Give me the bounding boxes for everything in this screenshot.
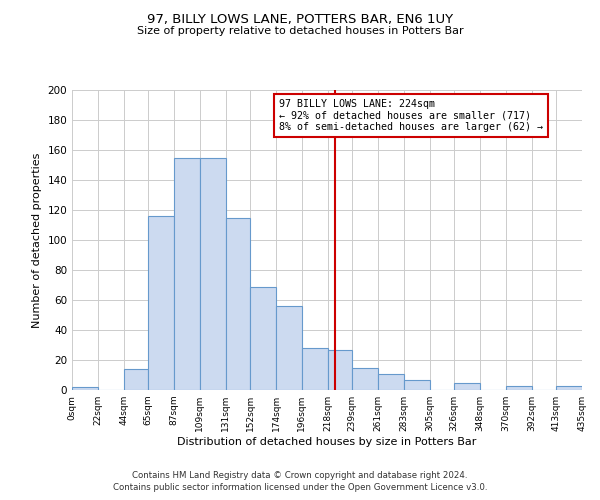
Y-axis label: Number of detached properties: Number of detached properties — [32, 152, 42, 328]
X-axis label: Distribution of detached houses by size in Potters Bar: Distribution of detached houses by size … — [178, 437, 476, 447]
Bar — [276, 306, 302, 390]
Bar — [174, 158, 200, 390]
Bar — [378, 374, 404, 390]
Bar — [72, 387, 98, 390]
Bar — [124, 369, 148, 390]
Bar — [556, 386, 582, 390]
Bar — [200, 158, 226, 390]
Text: Size of property relative to detached houses in Potters Bar: Size of property relative to detached ho… — [137, 26, 463, 36]
Bar — [148, 216, 174, 390]
Bar — [328, 350, 352, 390]
Bar — [250, 286, 276, 390]
Bar — [506, 386, 532, 390]
Bar — [226, 218, 250, 390]
Text: Contains HM Land Registry data © Crown copyright and database right 2024.
Contai: Contains HM Land Registry data © Crown c… — [113, 471, 487, 492]
Bar — [302, 348, 328, 390]
Text: 97 BILLY LOWS LANE: 224sqm
← 92% of detached houses are smaller (717)
8% of semi: 97 BILLY LOWS LANE: 224sqm ← 92% of deta… — [278, 99, 542, 132]
Bar — [352, 368, 378, 390]
Text: 97, BILLY LOWS LANE, POTTERS BAR, EN6 1UY: 97, BILLY LOWS LANE, POTTERS BAR, EN6 1U… — [147, 12, 453, 26]
Bar — [404, 380, 430, 390]
Bar — [454, 382, 480, 390]
